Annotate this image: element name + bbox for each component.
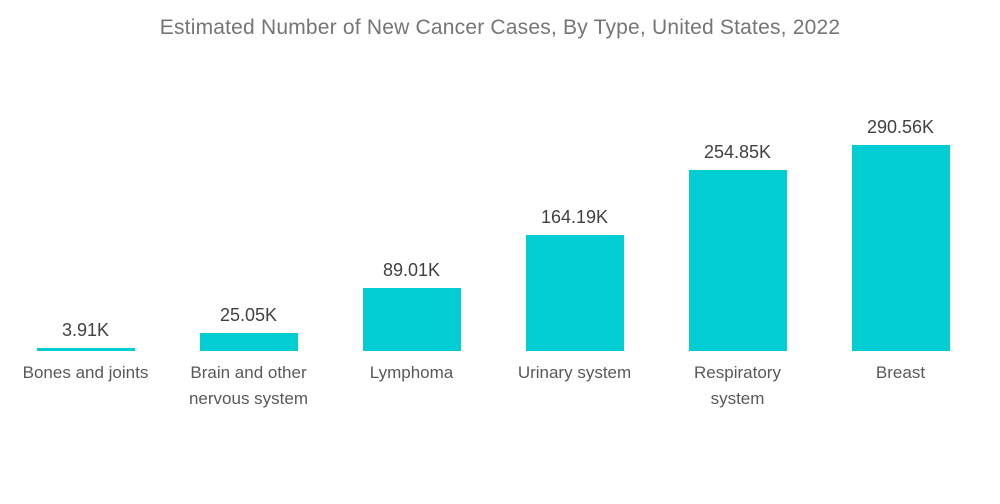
bar-category-label: Lymphoma [369,363,454,382]
bar-group-brain-nervous-system: 25.05K Brain and other nervous system [167,110,330,412]
bar-value-label: 89.01K [382,260,441,280]
bar-group-bones-and-joints: 3.91K Bones and joints [4,110,167,412]
bar-group-urinary-system: 164.19K Urinary system [493,110,656,412]
bar-group-respiratory-system: 254.85K Respiratory system [656,110,819,412]
bar-category-label: Breast [875,363,926,382]
bars-row: 3.91K Bones and joints 25.05K Brain and … [4,110,982,412]
bar-stack: 89.01K [362,110,461,351]
bar-group-breast: 290.56K Breast [819,110,982,412]
bar-stack: 254.85K [688,110,787,351]
bar-category-label: Brain and other nervous system [188,363,309,408]
bar-category-label: Urinary system [517,363,632,382]
bar-brain-nervous-system [199,333,298,351]
bar-stack: 3.91K [36,110,135,351]
bar-lymphoma [362,288,461,351]
bar-group-lymphoma: 89.01K Lymphoma [330,110,493,412]
chart-title: Estimated Number of New Cancer Cases, By… [159,16,841,39]
bar-breast [851,145,950,351]
bar-value-label: 3.91K [61,320,110,340]
bar-category-label: Respiratory system [694,363,781,408]
bar-value-label: 164.19K [540,207,609,227]
bar-stack: 164.19K [525,110,624,351]
bar-bones-and-joints [36,348,135,351]
bar-value-label: 25.05K [219,305,278,325]
bar-stack: 290.56K [851,110,950,351]
bar-respiratory-system [688,170,787,351]
bar-chart: 3.91K Bones and joints 25.05K Brain and … [4,110,982,412]
bar-urinary-system [525,235,624,351]
bar-stack: 25.05K [199,110,298,351]
bar-value-label: 290.56K [866,117,935,137]
bar-value-label: 254.85K [703,142,772,162]
bar-category-label: Bones and joints [22,363,149,382]
